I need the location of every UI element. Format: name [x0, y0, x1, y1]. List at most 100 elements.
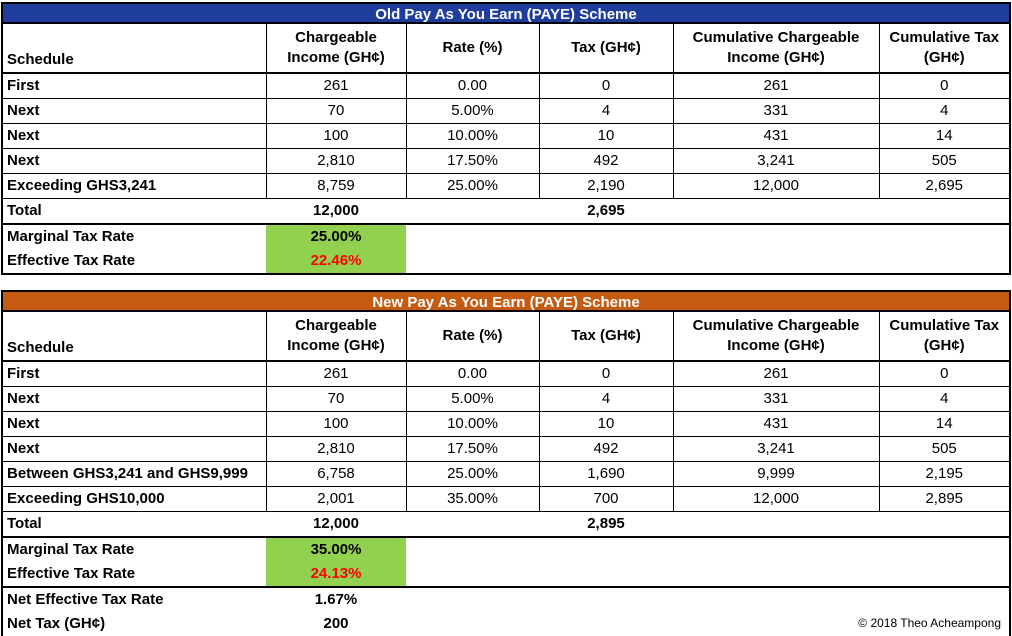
row-schedule: Exceeding GHS3,241 [3, 173, 266, 199]
row-cell: 5.00% [405, 98, 539, 124]
row-cell: 4 [538, 386, 673, 412]
row-cell: 4 [538, 98, 673, 124]
row-cell: 261 [672, 361, 879, 387]
row-cell: 492 [538, 148, 673, 174]
row-schedule: Exceeding GHS10,000 [3, 486, 266, 512]
row-cell: 2,810 [265, 148, 406, 174]
effective-label: Effective Tax Rate [7, 565, 136, 582]
row-cell: 70 [265, 386, 406, 412]
net-rate-value: 1.67% [314, 591, 358, 608]
row-cell: 505 [878, 148, 1009, 174]
row-cell: 9,999 [672, 461, 879, 487]
old-scheme-title: Old Pay As You Earn (PAYE) Scheme [3, 2, 1009, 24]
table-row: Next 2,810 17.50% 492 3,241 505 [3, 436, 1009, 462]
row-cell: 17.50% [405, 436, 539, 462]
row-cell: 2,190 [538, 173, 673, 199]
row-cell: 431 [672, 411, 879, 437]
old-paye-table: Old Pay As You Earn (PAYE) Scheme Schedu… [1, 2, 1011, 275]
effective-value: 24.13% [266, 562, 406, 587]
header-tax: Tax (GH¢) [538, 24, 673, 74]
row-cell: 17.50% [405, 148, 539, 174]
new-schedule-table: Schedule Chargeable Income (GH¢) Rate (%… [3, 312, 1009, 636]
new-scheme-title: New Pay As You Earn (PAYE) Scheme [3, 290, 1009, 312]
table-row: Next 2,810 17.50% 492 3,241 505 [3, 148, 1009, 174]
row-cell: 2,810 [265, 436, 406, 462]
marginal-value: 25.00% [266, 224, 406, 249]
net-tax-value: 200 [323, 615, 349, 632]
row-cell: 25.00% [405, 461, 539, 487]
row-cell: 331 [672, 98, 879, 124]
header-chargeable-income: Chargeable Income (GH¢) [265, 312, 406, 362]
new-total-row: Total 12,000 2,895 [3, 511, 1009, 538]
header-cumulative-income: Cumulative Chargeable Income (GH¢) [672, 24, 879, 74]
row-cell: 100 [265, 411, 406, 437]
row-cell: 700 [538, 486, 673, 512]
row-cell: 331 [672, 386, 879, 412]
table-row: First 261 0.00 0 261 0 [3, 73, 1009, 99]
marginal-label: Marginal Tax Rate [7, 228, 135, 245]
row-cell: 2,001 [265, 486, 406, 512]
row-cell: 10.00% [405, 123, 539, 149]
header-cumulative-tax: Cumulative Tax (GH¢) [878, 312, 1009, 362]
table-row: Next 70 5.00% 4 331 4 [3, 98, 1009, 124]
row-cell: 3,241 [672, 148, 879, 174]
old-marginal-row: Marginal Tax Rate 25.00% [3, 224, 1009, 249]
table-row: Exceeding GHS3,241 8,759 25.00% 2,190 12,000… [3, 173, 1009, 199]
row-schedule: First [3, 73, 266, 99]
table-row: First 261 0.00 0 261 0 [3, 361, 1009, 387]
header-rate: Rate (%) [405, 312, 539, 362]
old-effective-row: Effective Tax Rate 22.46% [3, 249, 1009, 274]
row-schedule: Next [3, 386, 266, 412]
row-cell: 492 [538, 436, 673, 462]
new-marginal-row: Marginal Tax Rate 35.00% [3, 537, 1009, 562]
row-cell: 10 [538, 123, 673, 149]
total-label: Total [3, 511, 266, 538]
row-cell: 2,895 [878, 486, 1009, 512]
header-cumulative-tax: Cumulative Tax (GH¢) [878, 24, 1009, 74]
effective-label: Effective Tax Rate [7, 252, 136, 269]
row-cell: 5.00% [405, 386, 539, 412]
row-cell: 10.00% [405, 411, 539, 437]
new-paye-table: New Pay As You Earn (PAYE) Scheme Schedu… [1, 290, 1011, 636]
old-header-row: Schedule Chargeable Income (GH¢) Rate (%… [3, 24, 1009, 74]
table-row: Next 100 10.00% 10 431 14 [3, 411, 1009, 437]
new-effective-row: Effective Tax Rate 24.13% [3, 562, 1009, 587]
row-cell: 0 [878, 361, 1009, 387]
row-cell: 505 [878, 436, 1009, 462]
row-cell: 10 [538, 411, 673, 437]
row-cell: 0 [538, 361, 673, 387]
total-income: 12,000 [266, 511, 406, 538]
total-label: Total [3, 198, 266, 225]
header-tax: Tax (GH¢) [538, 312, 673, 362]
old-schedule-table: Schedule Chargeable Income (GH¢) Rate (%… [3, 24, 1009, 275]
row-schedule: Next [3, 148, 266, 174]
row-cell: 35.00% [405, 486, 539, 512]
row-cell: 4 [878, 386, 1009, 412]
row-cell: 70 [265, 98, 406, 124]
marginal-label: Marginal Tax Rate [7, 541, 135, 558]
row-cell: 12,000 [672, 173, 879, 199]
header-schedule: Schedule [3, 312, 266, 362]
total-tax: 2,895 [539, 511, 673, 538]
header-cumulative-income: Cumulative Chargeable Income (GH¢) [672, 312, 879, 362]
row-cell: 1,690 [538, 461, 673, 487]
row-cell: 4 [878, 98, 1009, 124]
row-cell: 2,695 [878, 173, 1009, 199]
header-rate: Rate (%) [405, 24, 539, 74]
table-row: Exceeding GHS10,000 2,001 35.00% 700 12,000 2… [3, 486, 1009, 512]
row-schedule: Next [3, 98, 266, 124]
row-cell: 25.00% [405, 173, 539, 199]
row-cell: 8,759 [265, 173, 406, 199]
row-cell: 0 [538, 73, 673, 99]
row-cell: 14 [878, 123, 1009, 149]
row-cell: 431 [672, 123, 879, 149]
row-cell: 0 [878, 73, 1009, 99]
row-cell: 0.00 [405, 361, 539, 387]
new-header-row: Schedule Chargeable Income (GH¢) Rate (%… [3, 312, 1009, 362]
row-schedule: Next [3, 123, 266, 149]
table-row: Next 70 5.00% 4 331 4 [3, 386, 1009, 412]
old-total-row: Total 12,000 2,695 [3, 198, 1009, 225]
total-income: 12,000 [266, 198, 406, 225]
row-schedule: First [3, 361, 266, 387]
copyright-notice: © 2018 Theo Acheampong [858, 616, 1001, 630]
